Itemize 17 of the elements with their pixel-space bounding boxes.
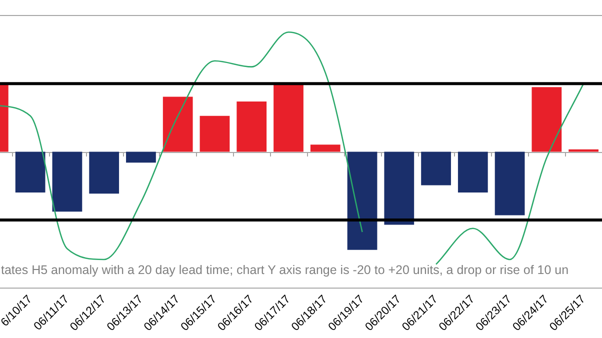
- bar: [162, 96, 193, 152]
- bar: [52, 152, 82, 212]
- bar: [310, 144, 340, 152]
- bar: [89, 152, 120, 194]
- bar: [568, 149, 598, 152]
- bar: [274, 84, 304, 152]
- bar: [384, 152, 414, 225]
- bar: [236, 102, 267, 152]
- annotation: tates H5 anomaly with a 20 day lead time; chart Y axis range is -20 to +20 units, a drop or rise of 10 un: [1, 263, 569, 278]
- bar: [458, 152, 488, 192]
- bar: [347, 152, 378, 250]
- bar: [532, 87, 562, 152]
- bar: [494, 152, 525, 216]
- bar: [200, 116, 230, 152]
- bar: [15, 152, 46, 192]
- bar: [421, 152, 451, 186]
- bar: [126, 152, 156, 163]
